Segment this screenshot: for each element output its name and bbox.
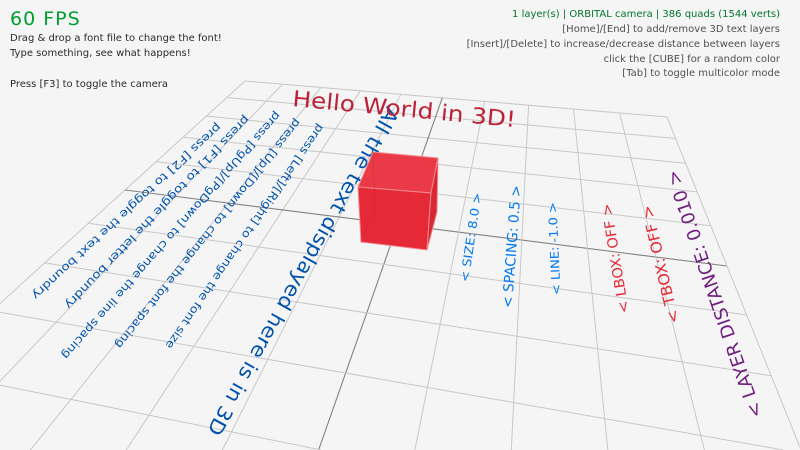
option-lbox[interactable]: < LBOX: OFF > xyxy=(599,202,633,314)
grid-line-z-9 xyxy=(619,112,705,450)
grid-line-x-3 xyxy=(182,136,698,193)
grid-line-z-4 xyxy=(221,94,402,450)
hello-world-3d-title: Hello World in 3D! xyxy=(291,87,516,133)
grid-line-z-6 xyxy=(414,101,486,450)
grid-line-z-10 xyxy=(666,116,800,448)
grid-line-x-0 xyxy=(244,80,668,118)
help-layers: [Home]/[End] to add/remove 3D text layer… xyxy=(562,24,780,35)
grid-line-x-8 xyxy=(0,311,784,450)
help-type: Type something, see what happens! xyxy=(10,48,191,59)
grid-line-x-2 xyxy=(206,115,686,164)
grid-line-z-8 xyxy=(573,108,609,450)
help-multicolor: [Tab] to toggle multicolor mode xyxy=(622,68,780,79)
grid-line-z-2 xyxy=(30,87,322,450)
help-camera: Press [F3] to toggle the camera xyxy=(10,79,169,90)
floor-grid xyxy=(0,80,800,450)
cube-side-face[interactable] xyxy=(426,157,439,251)
option-size[interactable]: < SIZE: 8.0 > xyxy=(458,192,485,283)
option-labels: < SIZE: 8.0 > < SPACING: 0.5 > < LINE: -… xyxy=(458,167,768,421)
option-line[interactable]: < LINE: -1.0 > xyxy=(545,202,563,296)
grid-line-z-7 xyxy=(510,105,530,450)
grid-line-x-1 xyxy=(226,97,676,139)
status-line: 1 layer(s) | ORBITAL camera | 386 quads … xyxy=(512,9,780,20)
grid-line-x-7 xyxy=(44,262,772,377)
grid-line-z-1 xyxy=(0,83,283,382)
fps-counter: 60 FPS xyxy=(10,8,81,30)
grid-line-x-9 xyxy=(0,384,322,450)
help-distance: [Insert]/[Delete] to increase/decrease d… xyxy=(466,39,780,50)
grid-line-z-0 xyxy=(0,80,246,304)
help-cube: click the [CUBE] for a random color xyxy=(603,54,780,65)
grid-line-z-3 xyxy=(125,90,361,450)
grid-line-x-6 xyxy=(88,222,747,316)
cube-front-face[interactable] xyxy=(357,186,432,251)
cube[interactable] xyxy=(357,151,439,251)
help-drag-drop: Drag & drop a font file to change the fo… xyxy=(10,33,222,44)
option-layer-distance[interactable]: < LAYER DISTANCE: 0.010 > xyxy=(663,167,768,421)
cube-wires xyxy=(360,151,376,243)
cube-top-face[interactable] xyxy=(357,151,439,194)
